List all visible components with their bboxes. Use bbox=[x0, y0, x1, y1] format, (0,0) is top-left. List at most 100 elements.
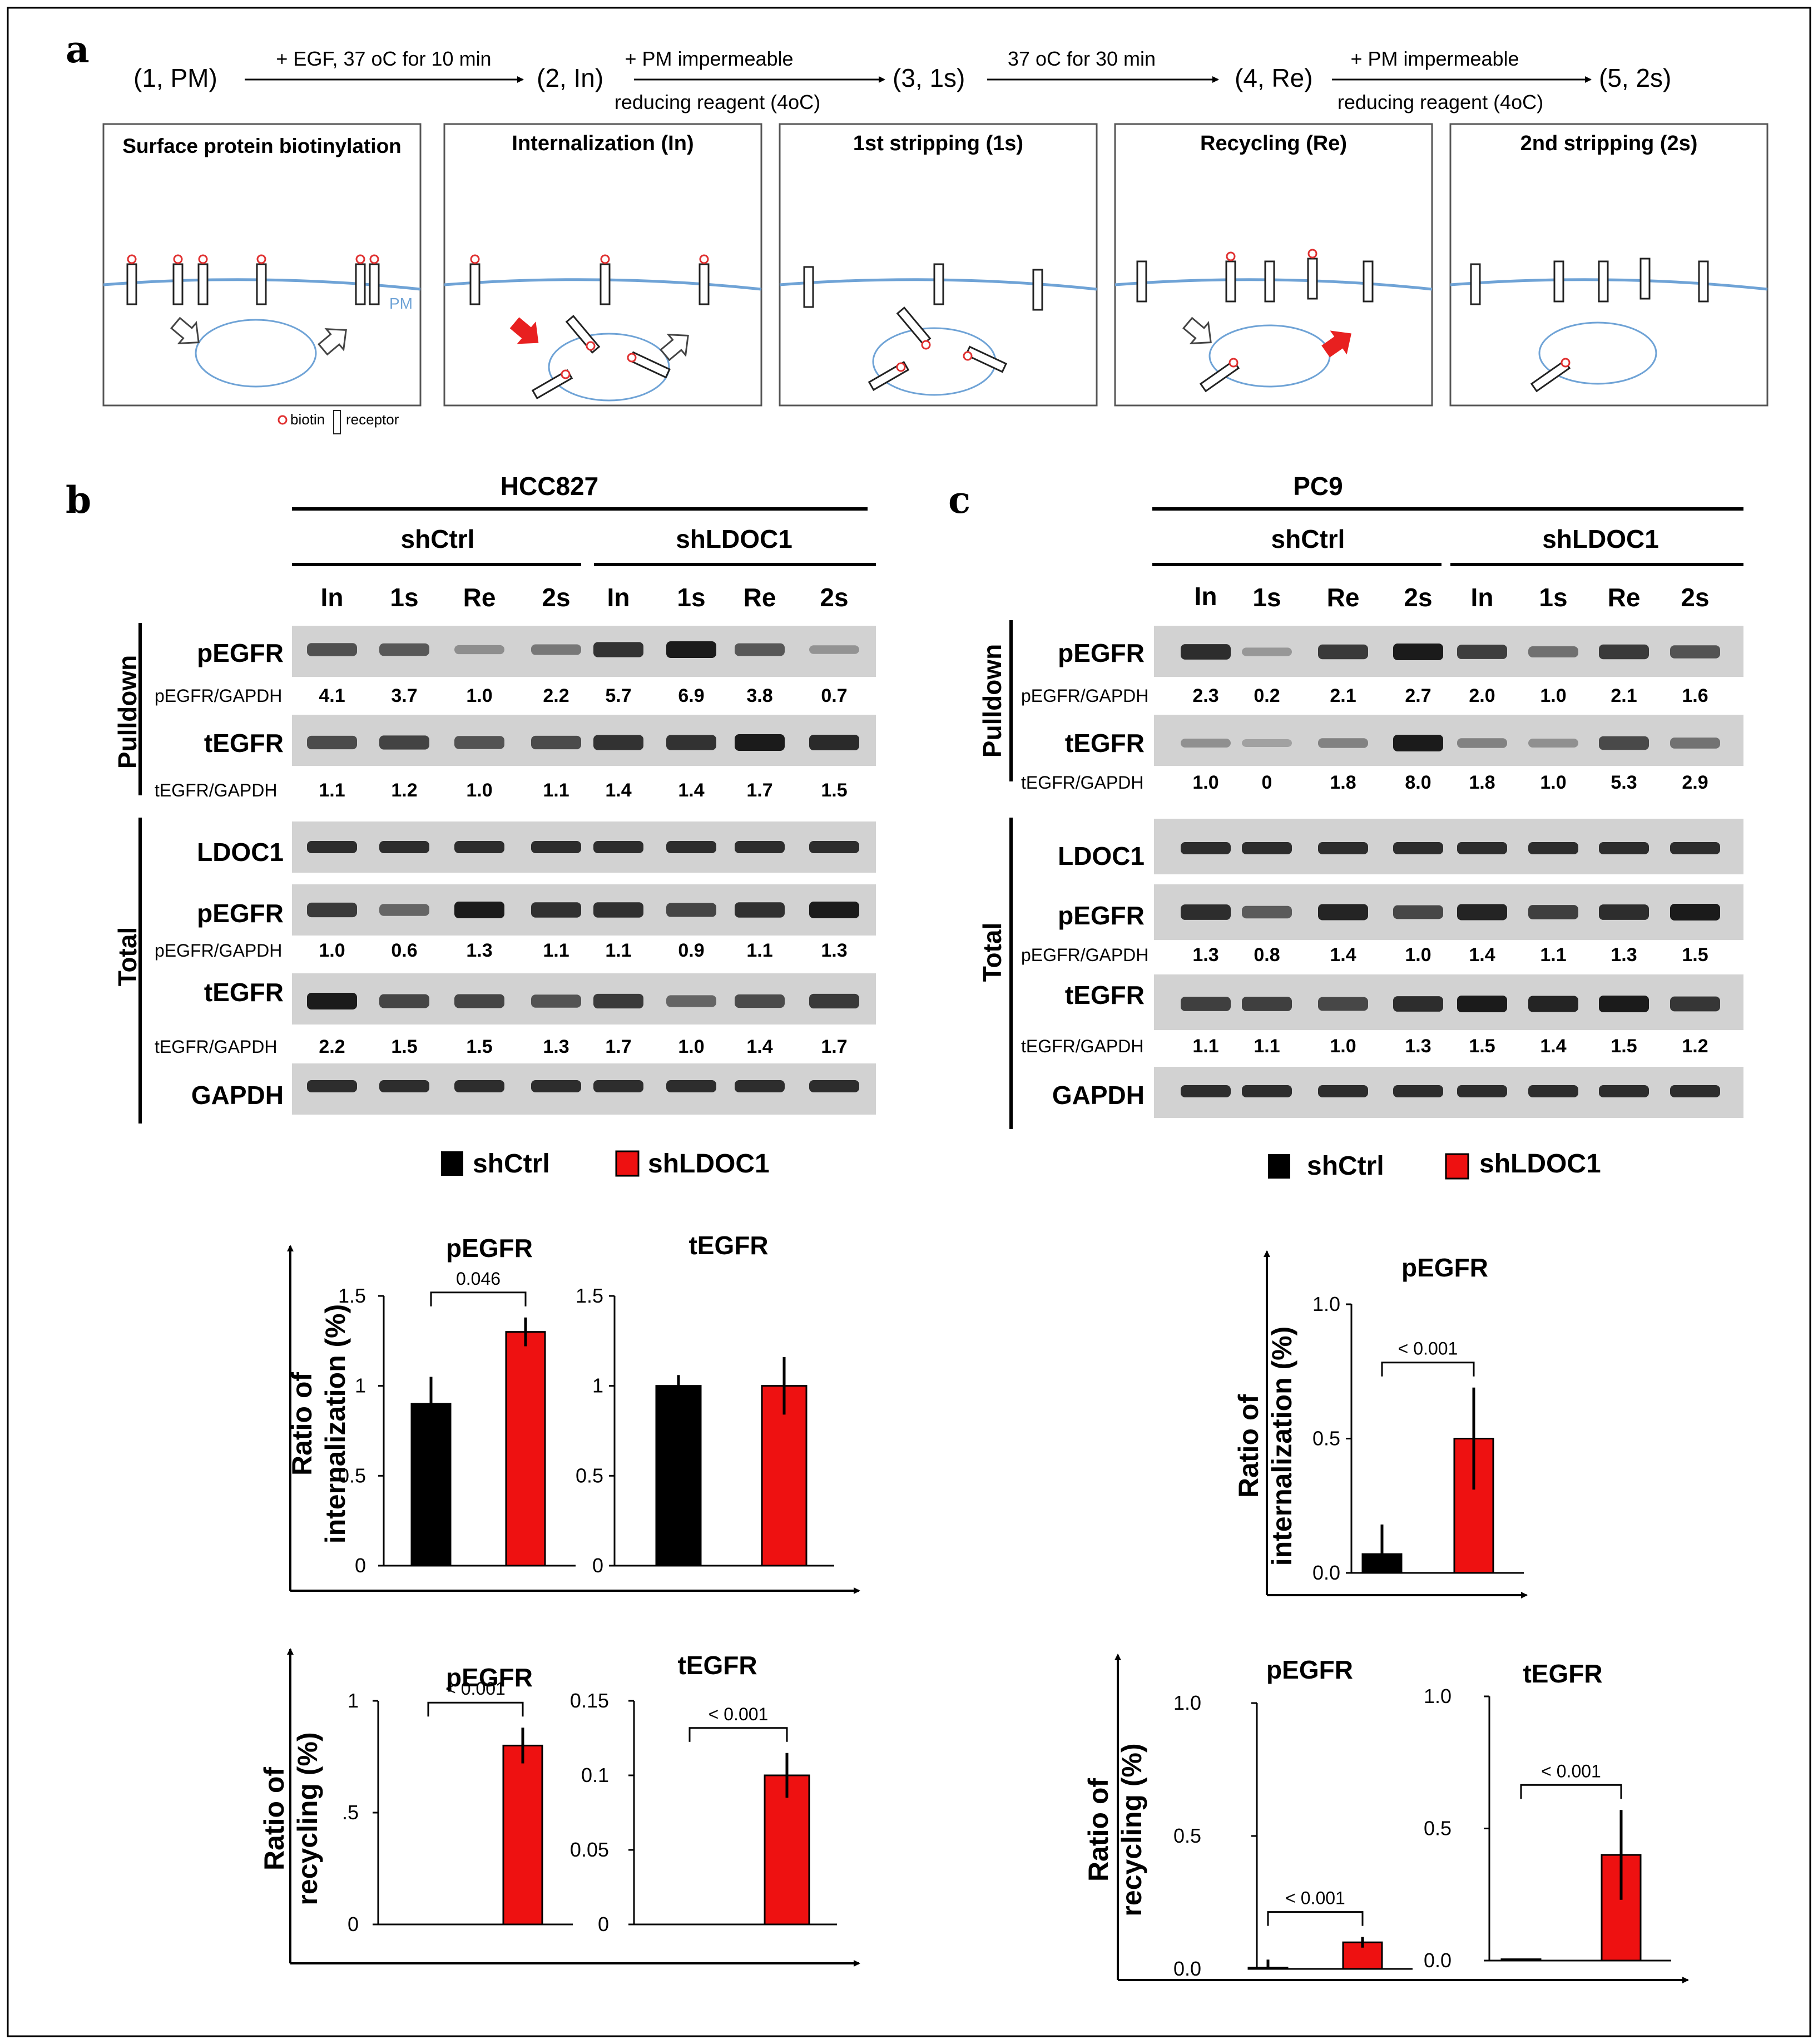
ratio-value: 2.1 bbox=[1330, 685, 1356, 706]
blot-band bbox=[1242, 842, 1292, 854]
lane-label: 2s bbox=[542, 583, 570, 612]
ratio-value: 5.7 bbox=[605, 685, 631, 706]
y-tick-label: 0.5 bbox=[338, 1464, 366, 1487]
bar-shctrl bbox=[1500, 1958, 1542, 1962]
section-label-pulldown: Pulldown bbox=[978, 644, 1007, 758]
y-tick-label: 1.0 bbox=[1424, 1685, 1452, 1708]
blot-band bbox=[454, 841, 504, 853]
ratio-label: pEGFR/GAPDH bbox=[1021, 686, 1148, 706]
blot-band bbox=[735, 1080, 785, 1092]
blot-band bbox=[1318, 738, 1368, 748]
lane-label: 1s bbox=[390, 583, 418, 612]
chart-b-recycling-tegfr: tEGFR 0 0.05 0.1 0.15 < 0.001 bbox=[570, 1651, 837, 1936]
y-tick-label: 0.5 bbox=[1173, 1824, 1201, 1847]
blot-label: pEGFR bbox=[197, 899, 284, 928]
ratio-value: 0.2 bbox=[1254, 685, 1280, 706]
blot-band bbox=[1242, 997, 1292, 1011]
y-tick-label: 1 bbox=[592, 1374, 603, 1397]
figure-frame bbox=[7, 7, 1811, 2037]
bar-shldoc1 bbox=[502, 1744, 543, 1926]
blot-band bbox=[1457, 842, 1507, 854]
blot-band bbox=[1670, 738, 1720, 749]
recycle-arrow-icon bbox=[318, 328, 347, 356]
blot-band bbox=[809, 645, 859, 654]
blot-band bbox=[307, 1080, 357, 1092]
ratio-value: 1.0 bbox=[1540, 772, 1566, 793]
ratio-values: 4.1 3.7 1.0 2.2 5.7 6.9 3.8 0.7 1.1 1.2 1.0 1.1 1.4 1… bbox=[319, 685, 847, 1057]
ratio-value: 1.3 bbox=[821, 940, 847, 961]
receptor-legend-label: receptor bbox=[346, 411, 399, 428]
blot-band bbox=[531, 841, 581, 853]
blot-band bbox=[593, 642, 643, 657]
chart-title: pEGFR bbox=[1266, 1655, 1353, 1684]
blot-band bbox=[531, 902, 581, 918]
chart-title: pEGFR bbox=[446, 1663, 533, 1692]
ratio-value: 1.4 bbox=[605, 780, 631, 801]
blot-band bbox=[666, 903, 716, 917]
internalize-arrow-icon bbox=[170, 316, 200, 344]
blot-band bbox=[1242, 647, 1292, 656]
ratio-value: 1.3 bbox=[1611, 944, 1637, 966]
significance-bracket bbox=[1267, 1911, 1364, 1926]
biotin-legend-icon bbox=[278, 415, 288, 425]
blot-label: pEGFR bbox=[197, 639, 284, 667]
blot-band bbox=[1599, 904, 1649, 920]
blot-band bbox=[666, 841, 716, 853]
group-label-shctrl: shCtrl bbox=[401, 524, 475, 553]
ratio-value: 1.4 bbox=[1330, 944, 1356, 966]
arrow-2-text-above: + PM impermeable bbox=[625, 47, 793, 70]
significance-bracket bbox=[1381, 1362, 1475, 1377]
blot-band bbox=[531, 735, 581, 750]
ratio-value: 1.1 bbox=[1192, 1036, 1218, 1057]
blot-band bbox=[1318, 997, 1368, 1011]
blot-band bbox=[593, 902, 643, 918]
section-label-total: Total bbox=[978, 923, 1007, 982]
ratio-value: 2.9 bbox=[1682, 772, 1708, 793]
blot-band bbox=[1242, 905, 1292, 919]
ratio-value: 1.2 bbox=[391, 780, 417, 801]
ratio-value: 1.1 bbox=[543, 780, 569, 801]
blot-band bbox=[1457, 738, 1507, 748]
blot-band bbox=[307, 993, 357, 1009]
ratio-label: tEGFR/GAPDH bbox=[155, 1037, 277, 1057]
ratio-label: pEGFR/GAPDH bbox=[1021, 945, 1148, 965]
blot-band bbox=[735, 643, 785, 656]
blot-band bbox=[1318, 1085, 1368, 1097]
blot-band bbox=[454, 736, 504, 749]
bar-shldoc1 bbox=[764, 1774, 810, 1926]
blot-band bbox=[735, 734, 785, 751]
ratio-value: 6.9 bbox=[678, 685, 704, 706]
blot-band bbox=[379, 994, 429, 1008]
blot-band bbox=[1393, 644, 1443, 660]
blot-band bbox=[1599, 1085, 1649, 1097]
blot-band bbox=[735, 841, 785, 853]
blot-band bbox=[1318, 904, 1368, 920]
y-axis-label: internalization (%) bbox=[320, 1304, 351, 1544]
ratio-value: 1.1 bbox=[1254, 1036, 1280, 1057]
ratio-value: 1.8 bbox=[1469, 772, 1495, 793]
legend-swatch-shctrl bbox=[1268, 1154, 1290, 1179]
p-value-label: 0.046 bbox=[456, 1269, 501, 1289]
ratio-value: 1.3 bbox=[543, 1036, 569, 1057]
blot-band bbox=[379, 904, 429, 916]
blot-band bbox=[1599, 996, 1649, 1012]
legend-swatch-shldoc1 bbox=[615, 1150, 640, 1177]
ratio-value: 0.7 bbox=[821, 685, 847, 706]
y-axis-label: internalization (%) bbox=[1266, 1327, 1297, 1566]
ratio-value: 1.0 bbox=[319, 940, 345, 961]
blot-band bbox=[531, 994, 581, 1008]
biotin-legend-label: biotin bbox=[290, 411, 325, 428]
y-tick-label: 0.5 bbox=[1424, 1817, 1452, 1840]
arrow-4-text-below: reducing reagent (4oC) bbox=[1338, 91, 1543, 113]
ratio-value: 1.5 bbox=[391, 1036, 417, 1057]
cell-line-title: HCC827 bbox=[501, 472, 598, 501]
y-tick-label: 0.15 bbox=[570, 1689, 609, 1712]
y-tick-label: 1.0 bbox=[1312, 1293, 1340, 1315]
blot-band bbox=[1457, 904, 1507, 920]
step-label-5: (5, 2s) bbox=[1599, 63, 1671, 92]
blot-band bbox=[454, 1080, 504, 1092]
blot-band bbox=[1457, 645, 1507, 659]
blot-band bbox=[809, 1080, 859, 1092]
ratio-value: 1.0 bbox=[1405, 944, 1431, 966]
blot-band bbox=[593, 735, 643, 750]
